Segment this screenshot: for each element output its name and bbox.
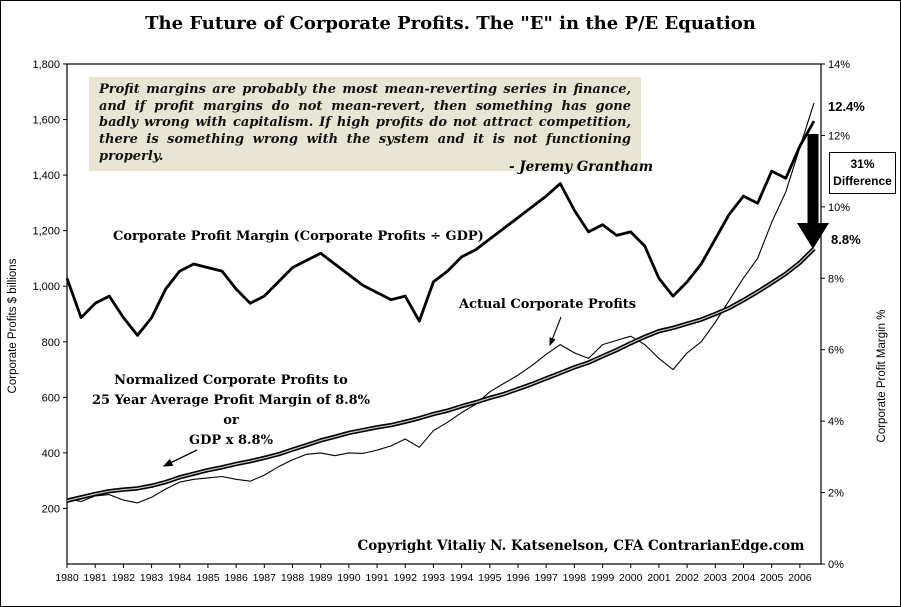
x-axis-tick-label: 1999 — [591, 572, 615, 584]
quote-box: Profit margins are probably the most mea… — [89, 77, 641, 172]
left-axis-tick-label: 800 — [42, 337, 60, 349]
right-axis-tick-label: 6% — [828, 345, 844, 357]
x-axis-tick-label: 2003 — [704, 572, 728, 584]
x-axis-tick-label: 1991 — [365, 572, 389, 584]
normalized-series-label-line1: Normalized Corporate Profits to — [114, 373, 348, 388]
x-axis-tick-label: 1995 — [478, 572, 502, 584]
x-axis-tick-label: 2002 — [675, 572, 699, 584]
x-axis-tick-label: 2006 — [788, 572, 812, 584]
right-axis-tick-label: 4% — [828, 416, 844, 428]
left-axis-title: Corporate Profits $ billions — [7, 258, 19, 393]
x-axis-tick-label: 1989 — [309, 572, 333, 584]
x-axis-tick-label: 1980 — [55, 572, 79, 584]
x-axis-tick-label: 2001 — [647, 572, 671, 584]
right-axis-tick-label: 2% — [828, 488, 844, 500]
x-axis-tick-label: 2000 — [619, 572, 643, 584]
x-axis-tick-label: 2005 — [760, 572, 784, 584]
left-axis-tick-label: 200 — [42, 503, 60, 515]
right-axis-tick-label: 0% — [828, 559, 844, 571]
x-axis-tick-label: 1994 — [450, 572, 474, 584]
x-axis-tick-label: 1985 — [196, 572, 220, 584]
x-axis-tick-label: 1988 — [281, 572, 305, 584]
right-axis-title: Corporate Profit Margin % — [876, 310, 888, 443]
actual-label-arrow — [549, 316, 562, 347]
x-axis-tick-label: 1997 — [534, 572, 558, 584]
difference-annotation-box: 31% Difference — [829, 152, 896, 194]
left-axis-tick-label: 1,800 — [32, 59, 60, 71]
x-axis-tick-label: 1996 — [506, 572, 530, 584]
chart-title: The Future of Corporate Profits. The "E"… — [145, 13, 756, 34]
x-axis-tick-label: 1998 — [563, 572, 587, 584]
copyright-label: Copyright Vitaliy N. Katsenelson, CFA Co… — [357, 538, 805, 554]
plot-frame — [66, 63, 822, 565]
left-axis-tick-label: 1,200 — [32, 226, 60, 238]
normalized-series-label-line2: 25 Year Average Profit Margin of 8.8% — [91, 393, 371, 408]
x-axis-tick-label: 1987 — [253, 572, 277, 584]
right-axis-tick-label: 10% — [828, 202, 850, 214]
actual-line — [66, 102, 815, 504]
normalized-label-arrow — [162, 449, 198, 467]
x-axis-tick-label: 1984 — [168, 572, 192, 584]
left-axis-tick-label: 600 — [42, 392, 60, 404]
x-axis-tick-label: 1982 — [112, 572, 136, 584]
margin-series-label: Corporate Profit Margin (Corporate Profi… — [113, 229, 484, 244]
normalized-margin-annotation: 8.8% — [831, 232, 861, 247]
right-axis-tick-label: 14% — [828, 59, 850, 71]
normalized-series-label-line4: GDP x 8.8% — [189, 433, 273, 448]
x-axis-tick-label: 1983 — [140, 572, 164, 584]
left-axis-tick-label: 1,000 — [32, 281, 60, 293]
end-margin-annotation: 12.4% — [828, 99, 865, 114]
left-axis-tick-label: 1,600 — [32, 115, 60, 127]
margin-line — [65, 120, 816, 337]
difference-word: Difference — [833, 174, 892, 188]
x-axis-tick-label: 2004 — [732, 572, 756, 584]
right-axis-tick-label: 8% — [828, 273, 844, 285]
x-axis-tick-label: 1986 — [224, 572, 248, 584]
left-axis-tick-label: 1,400 — [32, 170, 60, 182]
difference-arrow — [797, 134, 829, 249]
x-axis-tick-label: 1990 — [337, 572, 361, 584]
quote-attribution: - Jeremy Grantham — [508, 159, 654, 175]
x-axis-tick-label: 1992 — [394, 572, 418, 584]
actual-series-label: Actual Corporate Profits — [459, 297, 637, 312]
quote-text: Profit margins are probably the most mea… — [99, 82, 631, 164]
difference-percent: 31% — [850, 157, 875, 171]
normalized-series-label-line3: or — [223, 413, 239, 428]
normalized-profits-line-core — [66, 248, 815, 502]
right-axis-tick-label: 12% — [828, 130, 850, 142]
x-axis-tick-label: 1993 — [422, 572, 446, 584]
normalized-series-label: Normalized Corporate Profits to 25 Year … — [81, 371, 381, 451]
left-axis-tick-label: 400 — [42, 448, 60, 460]
x-axis-tick-label: 1981 — [84, 572, 108, 584]
